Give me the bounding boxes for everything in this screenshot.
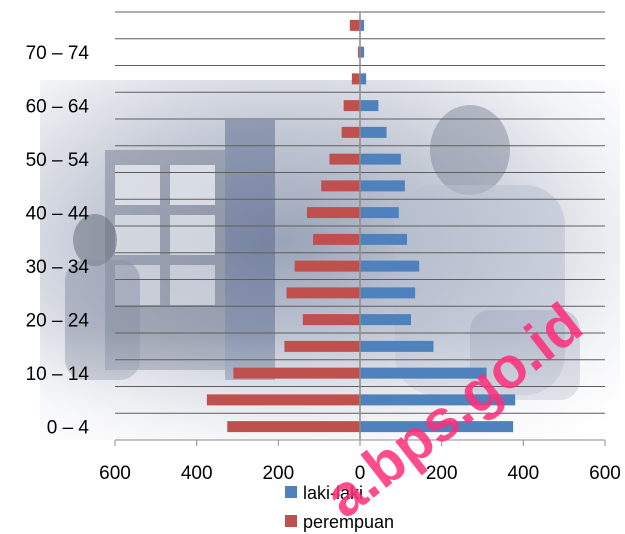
- bar-male-4: [360, 314, 412, 326]
- bar-female-2: [233, 367, 360, 379]
- x-tick-labels: 600 400 200 0 200 400 600: [99, 463, 621, 484]
- watermark-text: a.bps.go.id: [313, 291, 594, 531]
- x-tick-label: 200: [426, 463, 458, 484]
- bar-female-0: [227, 421, 360, 433]
- bar-female-15: [349, 19, 360, 31]
- bar-male-3: [360, 340, 434, 352]
- legend-label-male: laki-laki: [303, 483, 363, 503]
- bar-female-3: [284, 340, 360, 352]
- legend: laki-laki perempuan: [285, 483, 394, 532]
- y-tick-labels: 0 – 4 10 – 14 20 – 24 30 – 34 40 – 44 50 – 54…: [26, 43, 90, 439]
- bar-female-6: [294, 260, 360, 272]
- y-tick-label: 50 – 54: [26, 150, 90, 171]
- bar-female-4: [302, 314, 360, 326]
- y-tick-label: 70 – 74: [26, 43, 90, 64]
- bar-male-9: [360, 180, 405, 192]
- bar-male-1: [360, 394, 516, 406]
- bar-female-7: [313, 233, 360, 245]
- bar-female-11: [341, 126, 360, 138]
- bar-male-6: [360, 260, 420, 272]
- bar-male-12: [360, 100, 379, 112]
- y-tick-label: 10 – 14: [26, 364, 90, 385]
- bar-female-9: [321, 180, 360, 192]
- bar-male-2: [360, 367, 487, 379]
- bar-male-15: [360, 19, 365, 31]
- y-tick-label: 0 – 4: [47, 418, 90, 439]
- bar-female-8: [306, 207, 360, 219]
- bar-male-0: [360, 421, 514, 433]
- legend-swatch-male: [285, 486, 297, 498]
- bar-female-13: [351, 73, 360, 85]
- bar-male-14: [360, 46, 365, 58]
- bars: [206, 19, 516, 433]
- legend-swatch-female: [285, 515, 297, 527]
- x-tick-label: 400: [507, 463, 539, 484]
- axes: [114, 12, 606, 446]
- bar-male-7: [360, 233, 407, 245]
- bar-female-5: [286, 287, 360, 299]
- bar-female-12: [343, 100, 360, 112]
- x-tick-label: 0: [355, 463, 366, 484]
- bar-female-1: [206, 394, 360, 406]
- x-tick-label: 200: [262, 463, 294, 484]
- bar-male-8: [360, 207, 399, 219]
- x-tick-label: 600: [99, 463, 131, 484]
- bar-male-13: [360, 73, 367, 85]
- bar-male-5: [360, 287, 416, 299]
- x-tick-label: 400: [181, 463, 213, 484]
- y-tick-label: 60 – 64: [26, 97, 90, 118]
- bar-male-11: [360, 126, 387, 138]
- legend-label-female: perempuan: [303, 512, 394, 532]
- y-tick-label: 30 – 34: [26, 257, 90, 278]
- bar-male-10: [360, 153, 401, 165]
- y-tick-label: 20 – 24: [26, 311, 90, 332]
- bar-female-10: [329, 153, 360, 165]
- x-tick-label: 600: [589, 463, 621, 484]
- y-tick-label: 40 – 44: [26, 204, 90, 225]
- bar-female-14: [357, 46, 360, 58]
